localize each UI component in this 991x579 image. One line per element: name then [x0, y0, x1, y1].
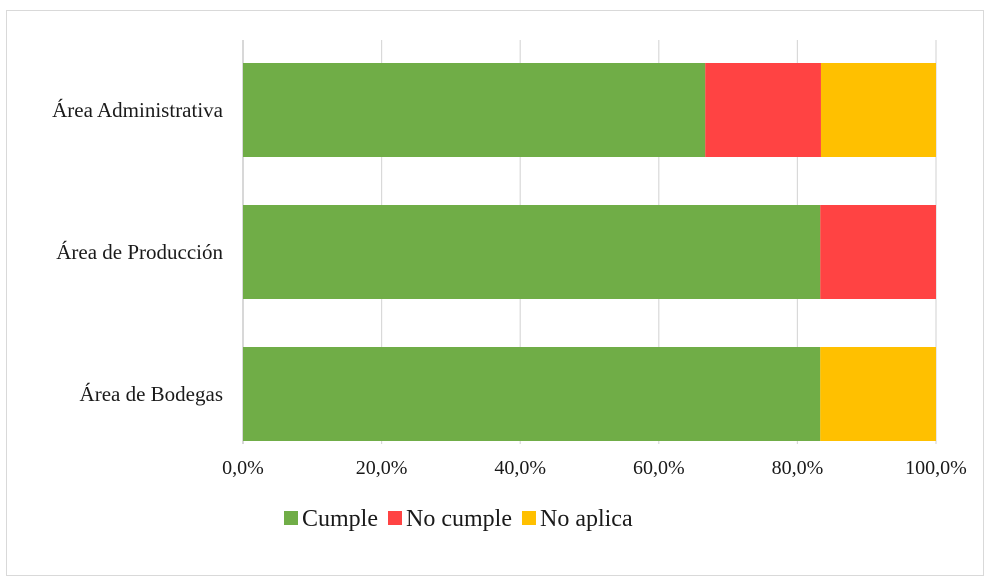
category-label: Área de Producción — [56, 240, 223, 264]
bar-segment-2-0 — [243, 347, 821, 441]
x-tick-label: 20,0% — [356, 457, 408, 479]
bar-segment-1-1 — [820, 205, 936, 299]
bar-segment-2-2 — [820, 347, 936, 441]
legend-label: No aplica — [540, 506, 633, 532]
legend-swatch — [284, 511, 298, 525]
category-label: Área Administrativa — [52, 98, 224, 122]
legend-label: Cumple — [302, 506, 378, 532]
x-tick-label: 100,0% — [905, 457, 967, 479]
x-tick-label: 60,0% — [633, 457, 685, 479]
bar-segment-0-2 — [820, 63, 936, 157]
x-tick-label: 80,0% — [772, 457, 824, 479]
legend-label: No cumple — [406, 506, 512, 532]
bars — [243, 63, 936, 441]
category-labels: Área Administrativa Área de Producción Áre… — [52, 98, 224, 406]
legend: Cumple No cumple No aplica — [284, 506, 633, 532]
bar-segment-0-1 — [705, 63, 821, 157]
legend-swatch — [388, 511, 402, 525]
bar-segment-0-0 — [243, 63, 706, 157]
category-label: Área de Bodegas — [80, 382, 223, 406]
x-tick-label: 0,0% — [222, 457, 264, 479]
x-tick-labels: 0,0% 20,0% 40,0% 60,0% 80,0% 100,0% — [222, 457, 967, 479]
bar-segment-1-0 — [243, 205, 821, 299]
x-tick-label: 40,0% — [494, 457, 546, 479]
legend-swatch — [521, 511, 536, 525]
